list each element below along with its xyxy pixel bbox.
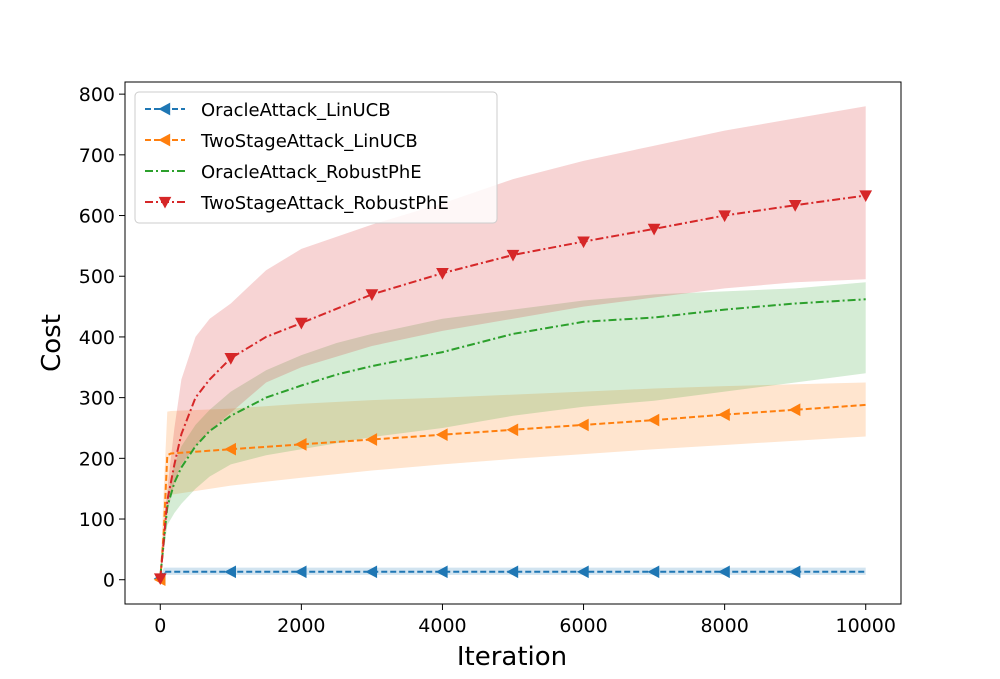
y-tick-label: 500	[79, 266, 115, 288]
twostageattack-linucb-band	[160, 382, 866, 580]
y-axis-label: Cost	[37, 314, 67, 372]
twostageattack-robustphe-band	[160, 106, 866, 580]
oracleattack-linucb-marker	[647, 565, 660, 579]
plot-area-frame	[124, 81, 902, 605]
twostageattack-linucb-marker	[647, 413, 660, 427]
twostageattack-robustphe-marker	[718, 210, 731, 223]
oracleattack-linucb-marker	[718, 565, 730, 579]
y-tick-label: 300	[79, 388, 115, 410]
oracleattack-linucb-marker	[788, 565, 801, 579]
legend-items: OracleAttack_LinUCB TwoStageAttack_LinUCB…	[145, 100, 449, 214]
oracleattack-linucb-marker	[224, 565, 236, 579]
twostageattack-linucb-marker	[576, 418, 589, 432]
twostageattack-robustphe-legend-marker	[158, 196, 172, 209]
twostageattack-linucb-marker	[718, 408, 730, 421]
y-tick-label: 200	[79, 448, 115, 470]
oracleattack-linucb-legend-label: OracleAttack_LinUCB	[201, 100, 391, 121]
oracleattack-linucb-marker	[435, 565, 448, 579]
twostageattack-linucb-legend-marker	[158, 133, 171, 147]
twostageattack-robustphe-marker	[788, 200, 802, 212]
y-tick-label: 0	[103, 570, 115, 592]
oracleattack-linucb-marker	[365, 565, 378, 579]
twostageattack-linucb-marker	[788, 403, 801, 417]
x-axis-ticks: 0 2000 4000 6000 8000 10000	[154, 604, 896, 637]
twostageattack-robustphe-legend-label: TwoStageAttack_RobustPhE	[200, 193, 449, 214]
twostageattack-robustphe-marker	[506, 249, 520, 262]
x-tick-label: 4000	[418, 615, 466, 637]
twostageattack-robustphe-marker	[647, 223, 661, 236]
twostageattack-linucb-line	[159, 403, 866, 580]
twostageattack-robustphe-marker	[295, 317, 308, 330]
legend: OracleAttack_LinUCB TwoStageAttack_LinUCB…	[134, 91, 498, 224]
y-tick-label: 100	[79, 509, 115, 531]
twostageattack-robustphe-marker	[577, 236, 590, 249]
y-tick-label: 600	[79, 206, 115, 228]
twostageattack-linucb-marker	[294, 438, 307, 451]
oracleattack-linucb-marker	[294, 565, 307, 579]
twostageattack-linucb-marker	[365, 433, 378, 446]
oracleattack-robustphe-band	[160, 282, 866, 580]
twostageattack-linucb-marker	[435, 428, 448, 441]
twostageattack-linucb-legend-label: TwoStageAttack_LinUCB	[200, 131, 418, 152]
oracleattack-robustphe-legend-label: OracleAttack_RobustPhE	[201, 162, 422, 183]
legend-box	[134, 91, 498, 224]
x-axis-label: Iteration	[457, 642, 567, 672]
x-tick-label: 0	[154, 615, 166, 637]
y-tick-label: 800	[79, 84, 115, 106]
x-tick-label: 8000	[700, 615, 748, 637]
x-tick-label: 2000	[277, 615, 325, 637]
twostageattack-linucb-marker	[506, 423, 519, 437]
y-tick-label: 700	[79, 145, 115, 167]
oracleattack-linucb-legend-marker	[158, 102, 171, 116]
twostageattack-linucb-marker	[224, 442, 236, 456]
oracleattack-linucb-marker	[576, 565, 589, 579]
y-tick-label: 400	[79, 327, 115, 349]
series-markers	[153, 190, 873, 587]
twostageattack-robustphe-marker	[859, 190, 873, 203]
twostageattack-robustphe-line	[159, 194, 866, 579]
oracleattack-robustphe-line	[159, 298, 866, 577]
oracleattack-linucb-marker	[506, 565, 519, 579]
twostageattack-robustphe-marker	[365, 289, 379, 301]
y-axis-ticks: 0 100 200 300 400 500 600 700 800	[79, 84, 125, 592]
x-tick-label: 6000	[559, 615, 607, 637]
twostageattack-robustphe-marker	[153, 573, 167, 586]
twostageattack-robustphe-marker	[224, 352, 238, 365]
x-tick-label: 10000	[836, 615, 896, 637]
twostageattack-robustphe-marker	[436, 268, 449, 280]
